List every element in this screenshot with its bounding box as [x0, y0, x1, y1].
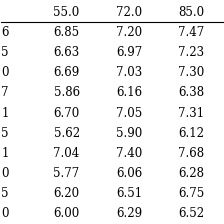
Text: 6.51: 6.51: [116, 187, 142, 200]
Text: 6.16: 6.16: [116, 86, 142, 99]
Text: 6.12: 6.12: [178, 127, 205, 140]
Text: 1: 1: [1, 147, 9, 160]
Text: 5: 5: [1, 127, 9, 140]
Text: 6.70: 6.70: [54, 106, 80, 120]
Text: 72.0: 72.0: [116, 6, 142, 19]
Text: 7.30: 7.30: [178, 66, 205, 79]
Text: 7.31: 7.31: [178, 106, 205, 120]
Text: 6.20: 6.20: [54, 187, 80, 200]
Text: 5: 5: [1, 187, 9, 200]
Text: 7.40: 7.40: [116, 147, 142, 160]
Text: 7.20: 7.20: [116, 26, 142, 39]
Text: 5.62: 5.62: [54, 127, 80, 140]
Text: 6.85: 6.85: [54, 26, 80, 39]
Text: 0: 0: [1, 167, 9, 180]
Text: 6.52: 6.52: [178, 207, 205, 220]
Text: 5.90: 5.90: [116, 127, 142, 140]
Text: 7.68: 7.68: [178, 147, 205, 160]
Text: 6.38: 6.38: [178, 86, 205, 99]
Text: 6.63: 6.63: [54, 46, 80, 59]
Text: 5: 5: [1, 46, 9, 59]
Text: 5.86: 5.86: [54, 86, 80, 99]
Text: 6.97: 6.97: [116, 46, 142, 59]
Text: 7.23: 7.23: [178, 46, 205, 59]
Text: 5.77: 5.77: [54, 167, 80, 180]
Text: 0: 0: [1, 207, 9, 220]
Text: 1: 1: [1, 106, 9, 120]
Text: 0: 0: [1, 66, 9, 79]
Text: 55.0: 55.0: [54, 6, 80, 19]
Text: 7: 7: [1, 86, 9, 99]
Text: 6.28: 6.28: [178, 167, 205, 180]
Text: 7.04: 7.04: [54, 147, 80, 160]
Text: 6.69: 6.69: [54, 66, 80, 79]
Text: 7.47: 7.47: [178, 26, 205, 39]
Text: 6: 6: [1, 26, 9, 39]
Text: 7.05: 7.05: [116, 106, 142, 120]
Text: 6.29: 6.29: [116, 207, 142, 220]
Text: 6.06: 6.06: [116, 167, 142, 180]
Text: 6.00: 6.00: [54, 207, 80, 220]
Text: 85.0: 85.0: [178, 6, 205, 19]
Text: 6.75: 6.75: [178, 187, 205, 200]
Text: 7.03: 7.03: [116, 66, 142, 79]
